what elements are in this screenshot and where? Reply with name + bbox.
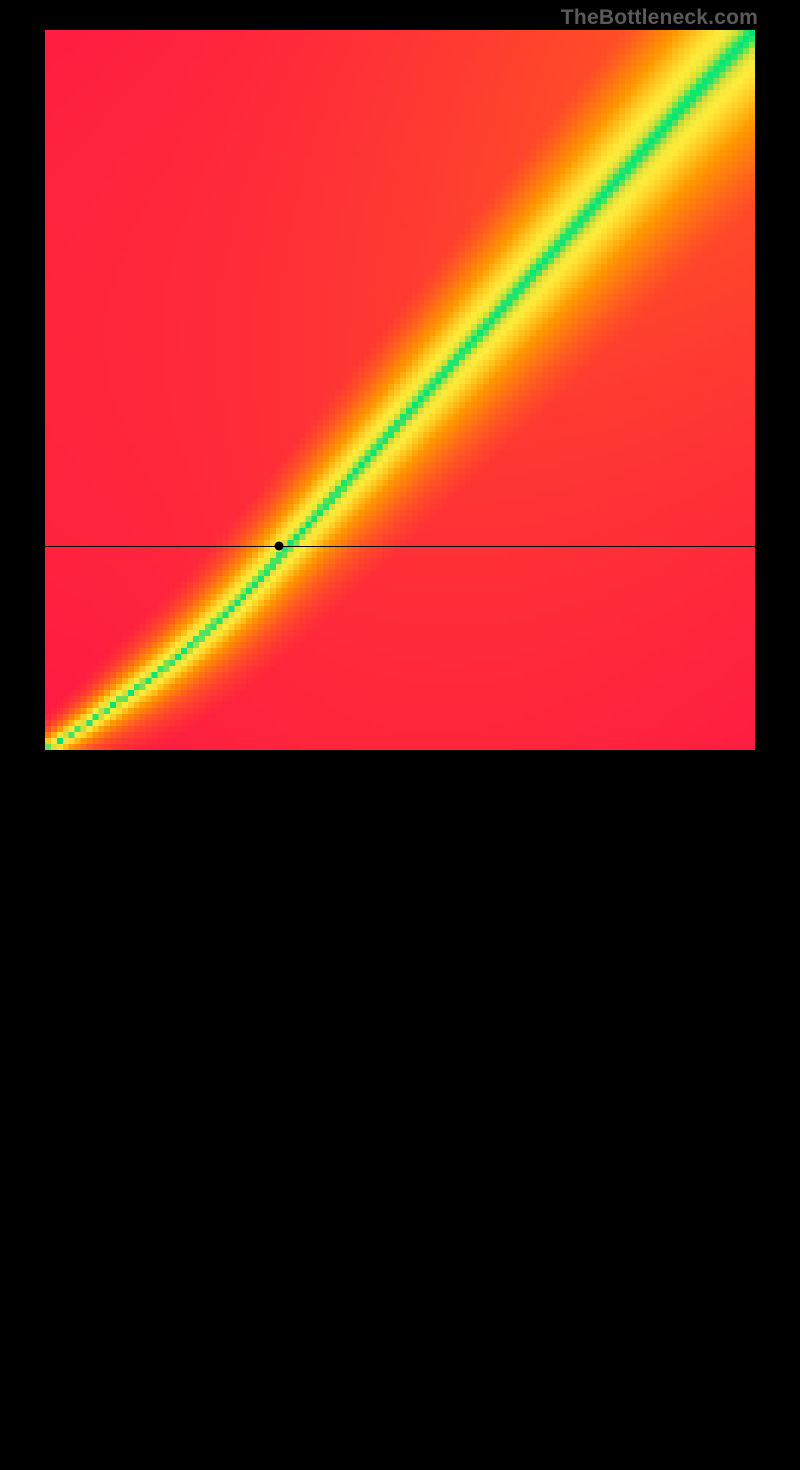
watermark-text: TheBottleneck.com — [561, 6, 758, 30]
crosshair-vertical — [279, 750, 280, 1470]
bottleneck-heatmap — [45, 30, 755, 750]
plot-area — [45, 30, 755, 750]
